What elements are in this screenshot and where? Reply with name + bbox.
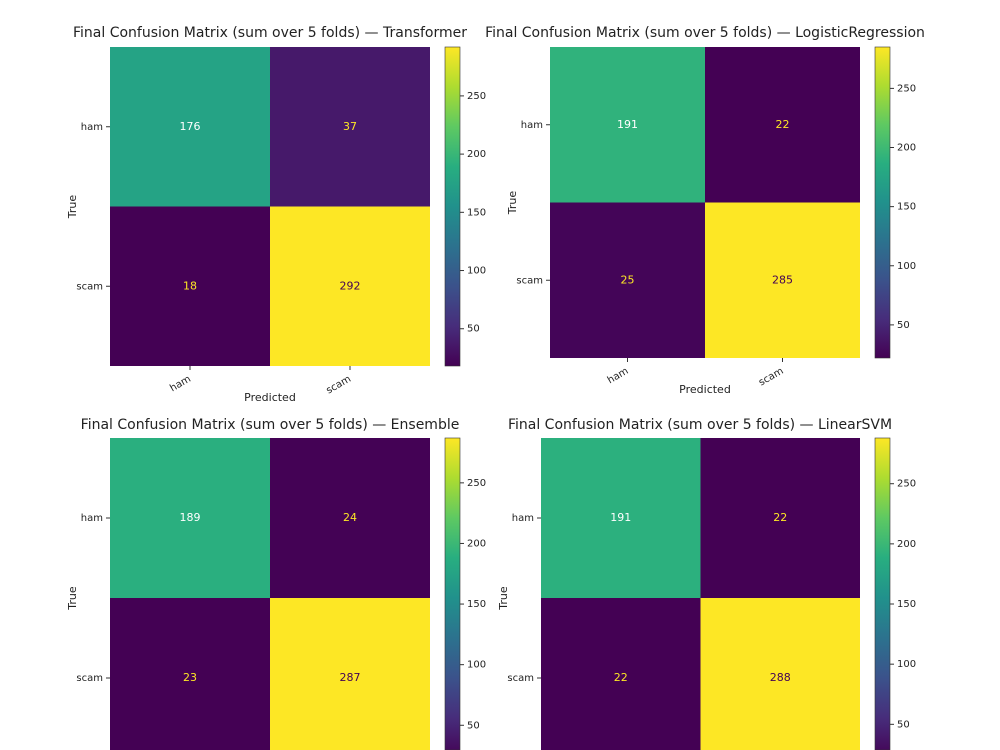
heatmap-cell (550, 47, 705, 203)
heatmap-cell (270, 206, 430, 366)
cell-value: 37 (343, 120, 357, 133)
chart-title: Final Confusion Matrix (sum over 5 folds… (81, 417, 460, 433)
cell-value: 25 (621, 273, 635, 286)
colorbar-tick-label: 200 (467, 149, 486, 160)
colorbar-tick-label: 100 (467, 660, 486, 671)
y-axis-label: True (66, 195, 79, 220)
chart-title: Final Confusion Matrix (sum over 5 folds… (508, 417, 892, 433)
y-tick-label: scam (76, 281, 103, 292)
cell-value: 23 (183, 671, 197, 684)
colorbar (444, 46, 461, 367)
heatmap-cell (541, 598, 701, 750)
colorbar-tick-label: 50 (467, 324, 480, 335)
chart-panel: Final Confusion Matrix (sum over 5 folds… (66, 25, 486, 404)
y-axis-label: True (506, 191, 519, 216)
heatmap-cell (700, 438, 860, 598)
cell-value: 191 (617, 118, 638, 131)
chart-title: Final Confusion Matrix (sum over 5 folds… (485, 25, 925, 41)
cell-value: 287 (340, 671, 361, 684)
colorbar-tick-label: 50 (897, 320, 910, 331)
colorbar-tick-label: 100 (467, 266, 486, 277)
chart-panel: Final Confusion Matrix (sum over 5 folds… (485, 25, 925, 396)
colorbar-tick-label: 250 (467, 91, 486, 102)
y-axis-label: True (497, 586, 510, 611)
y-tick-label: scam (507, 673, 534, 684)
cell-value: 22 (776, 118, 790, 131)
cell-value: 24 (343, 511, 357, 524)
heatmap-cell (270, 598, 430, 750)
y-tick-label: ham (81, 513, 103, 524)
heatmap-cell (270, 438, 430, 598)
cell-value: 22 (614, 671, 628, 684)
colorbar-tick-label: 200 (897, 143, 916, 154)
cell-value: 176 (180, 120, 201, 133)
cell-value: 292 (340, 279, 361, 292)
y-tick-label: ham (521, 120, 543, 131)
cell-value: 189 (180, 511, 201, 524)
colorbar-tick-label: 50 (897, 719, 910, 730)
cell-value: 288 (770, 671, 791, 684)
y-tick-label: ham (81, 122, 103, 133)
colorbar-tick-label: 250 (467, 478, 486, 489)
cell-value: 191 (610, 511, 631, 524)
chart-title: Final Confusion Matrix (sum over 5 folds… (73, 25, 467, 41)
chart-panel: Final Confusion Matrix (sum over 5 folds… (66, 417, 486, 750)
y-tick-label: scam (76, 673, 103, 684)
colorbar (874, 437, 891, 750)
colorbar (874, 46, 891, 359)
x-tick-label: scam (757, 366, 786, 389)
colorbar-tick-label: 150 (467, 207, 486, 218)
heatmap-cell (550, 202, 705, 358)
colorbar (444, 437, 461, 750)
colorbar-tick-label: 150 (897, 202, 916, 213)
heatmap-cell (705, 47, 860, 203)
heatmap-cell (705, 202, 860, 358)
cell-value: 18 (183, 279, 197, 292)
cell-value: 22 (773, 511, 787, 524)
x-tick-label: scam (324, 374, 353, 397)
x-tick-label: ham (168, 374, 193, 395)
cell-value: 285 (772, 273, 793, 286)
colorbar-tick-label: 250 (897, 83, 916, 94)
colorbar-tick-label: 200 (897, 539, 916, 550)
x-axis-label: Predicted (244, 391, 296, 404)
colorbar-tick-label: 200 (467, 538, 486, 549)
heatmap-cell (270, 47, 430, 207)
heatmap-cell (110, 47, 270, 207)
chart-panel: Final Confusion Matrix (sum over 5 folds… (497, 417, 916, 750)
colorbar-tick-label: 100 (897, 659, 916, 670)
colorbar-tick-label: 250 (897, 479, 916, 490)
heatmap-cell (700, 598, 860, 750)
heatmap-cell (541, 438, 701, 598)
heatmap-cell (110, 206, 270, 366)
x-axis-label: Predicted (679, 383, 731, 396)
y-tick-label: ham (512, 513, 534, 524)
colorbar-tick-label: 100 (897, 261, 916, 272)
x-tick-label: ham (606, 366, 631, 387)
colorbar-tick-label: 150 (467, 599, 486, 610)
heatmap-cell (110, 598, 270, 750)
heatmap-cell (110, 438, 270, 598)
y-axis-label: True (66, 586, 79, 611)
colorbar-tick-label: 150 (897, 599, 916, 610)
y-tick-label: scam (516, 275, 543, 286)
colorbar-tick-label: 50 (467, 720, 480, 731)
